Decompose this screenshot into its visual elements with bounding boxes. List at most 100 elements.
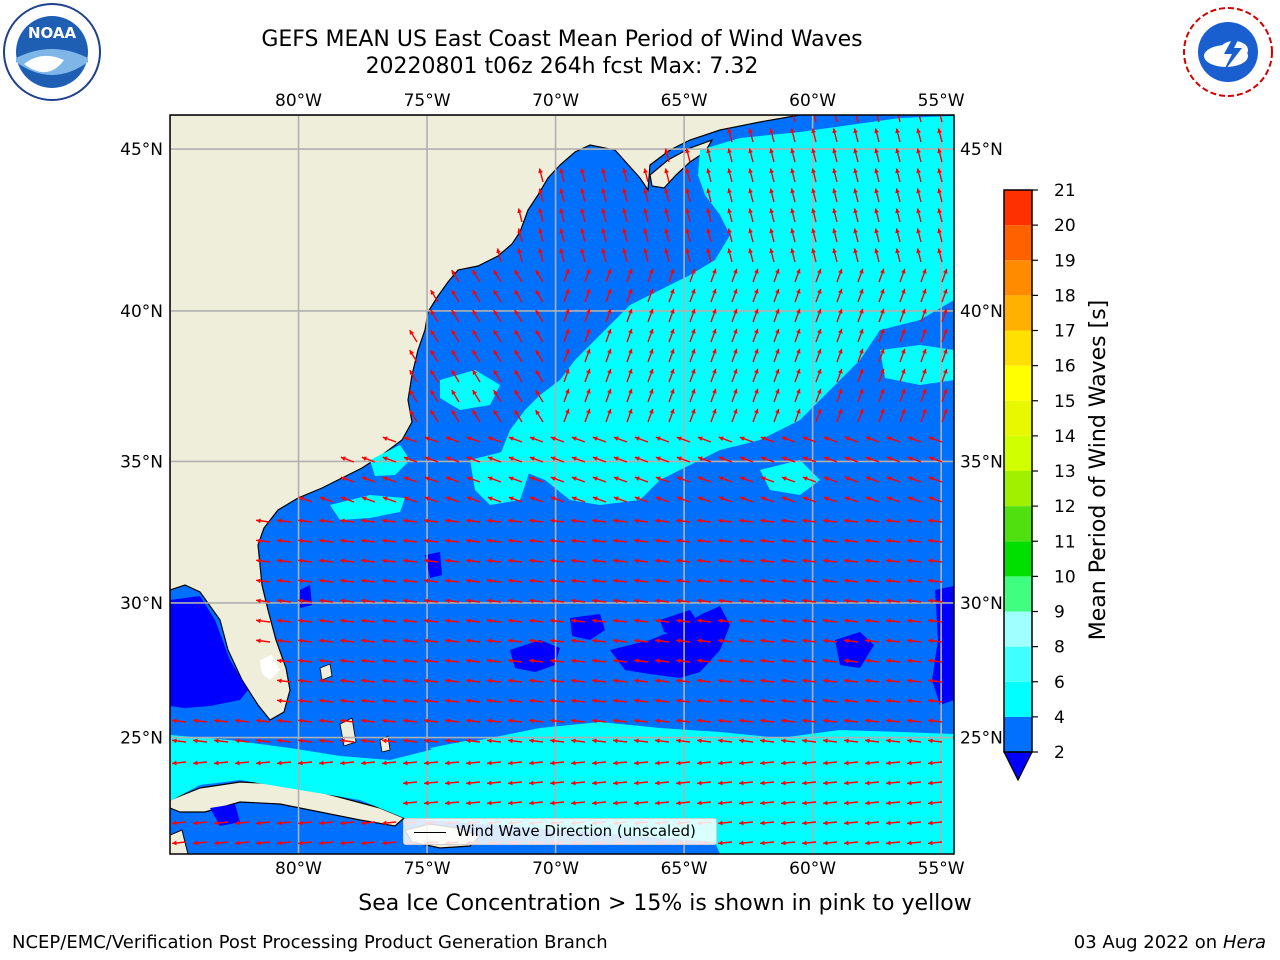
wave-arrow-head xyxy=(670,308,675,314)
wave-arrow-head xyxy=(655,800,660,806)
wave-arrow-head xyxy=(613,760,618,766)
wave-arrow-head xyxy=(340,538,345,544)
lat-label-left: 30°N xyxy=(120,594,163,614)
wave-arrow-head xyxy=(781,698,786,704)
wave-arrow-head xyxy=(802,678,807,684)
wave-arrow-head xyxy=(853,128,858,134)
wave-arrow-head xyxy=(907,738,912,744)
wave-arrow-head xyxy=(874,148,879,154)
wave-arrow-head xyxy=(727,128,732,134)
wave-arrow-head xyxy=(781,738,786,744)
wave-arrow-head xyxy=(844,518,849,524)
wave-arrow-head xyxy=(508,618,513,624)
wave-arrow-head xyxy=(607,368,612,374)
wave-arrow-head xyxy=(466,678,471,684)
wave-arrow-head xyxy=(739,698,744,704)
wave-arrow-head xyxy=(865,476,871,481)
wave-arrow-head xyxy=(865,800,870,806)
wave-arrow-head xyxy=(487,638,492,644)
wave-arrow-head xyxy=(817,348,822,354)
wave-arrow-head xyxy=(676,518,681,524)
wave-arrow-head xyxy=(565,388,570,394)
wave-arrow-head xyxy=(733,328,738,334)
wave-arrow-head xyxy=(676,558,681,564)
wave-arrow-head xyxy=(844,780,849,786)
wave-arrow-head xyxy=(214,840,219,846)
wave-arrow-head xyxy=(643,228,648,234)
wave-arrow-head xyxy=(844,658,849,664)
wave-arrow-head xyxy=(214,760,219,766)
wave-arrow-head xyxy=(451,310,457,316)
wave-arrow-head xyxy=(664,228,669,234)
wave-arrow-head xyxy=(916,248,921,254)
wave-arrow-head xyxy=(760,518,765,524)
wave-arrow-head xyxy=(340,738,345,744)
footer-machine: Hera xyxy=(1222,932,1266,953)
wave-arrow-head xyxy=(823,496,829,501)
colorbar-tick-label: 8 xyxy=(1054,638,1065,658)
wave-arrow-head xyxy=(901,408,906,414)
lon-label-bottom: 80°W xyxy=(275,859,322,879)
wave-arrow-head xyxy=(193,840,198,846)
wave-arrow-head xyxy=(613,538,618,544)
wave-arrow-head xyxy=(592,760,597,766)
wave-arrow-head xyxy=(859,408,864,414)
wave-arrow-head xyxy=(601,188,606,194)
wave-arrow-head xyxy=(697,780,702,786)
wave-arrow-head xyxy=(277,658,282,664)
colorbar-tick-label: 11 xyxy=(1054,532,1076,552)
wave-arrow-head xyxy=(235,840,240,846)
wave-arrow-head xyxy=(550,780,555,786)
wave-arrow-head xyxy=(706,248,711,254)
wave-arrow-head xyxy=(565,308,570,314)
wave-arrow-head xyxy=(697,698,702,704)
wave-arrow-head xyxy=(409,350,415,356)
map-legend: Wind Wave Direction (unscaled) xyxy=(403,818,717,845)
colorbar-tick-label: 9 xyxy=(1054,603,1065,623)
wave-arrow-head xyxy=(706,188,711,194)
wave-arrow-head xyxy=(601,248,606,254)
wave-arrow-head xyxy=(622,168,627,174)
wave-arrow-head xyxy=(748,128,753,134)
wave-arrow-head xyxy=(472,290,478,296)
wave-arrow-head xyxy=(571,618,576,624)
wave-arrow-head xyxy=(565,288,570,294)
wave-arrow-head xyxy=(529,718,534,724)
wave-arrow-head xyxy=(298,598,303,604)
wave-arrow-head xyxy=(319,598,324,604)
wave-arrow-head xyxy=(937,228,942,234)
wave-arrow-head xyxy=(508,780,513,786)
wave-arrow-head xyxy=(907,718,912,724)
wave-arrow-head xyxy=(823,800,828,806)
land-mainland xyxy=(170,115,801,721)
wave-arrow-head xyxy=(823,578,828,584)
wave-arrow-head xyxy=(403,436,409,441)
wave-arrow-head xyxy=(754,308,759,314)
wave-arrow-head xyxy=(649,368,654,374)
wave-arrow-head xyxy=(907,618,912,624)
wave-arrow-head xyxy=(907,698,912,704)
wave-arrow-head xyxy=(853,248,858,254)
wave-arrow-head xyxy=(811,208,816,214)
wave-arrow-head xyxy=(403,618,408,624)
wave-arrow-head xyxy=(424,456,430,461)
wave-arrow-head xyxy=(277,718,282,724)
wave-arrow-head xyxy=(508,718,513,724)
wave-arrow-head xyxy=(886,638,891,644)
wave-arrow-head xyxy=(754,408,759,414)
colorbar-tick-label: 13 xyxy=(1054,462,1076,482)
wave-arrow-head xyxy=(319,558,324,564)
wave-arrow-head xyxy=(298,760,303,766)
wave-arrow-head xyxy=(403,698,408,704)
wave-arrow-head xyxy=(844,456,850,461)
wave-arrow-head xyxy=(811,228,816,234)
wave-arrow-head xyxy=(256,638,261,644)
wave-arrow-head xyxy=(592,518,597,524)
wave-arrow-head xyxy=(592,638,597,644)
legend-label: Wind Wave Direction (unscaled) xyxy=(456,822,696,840)
wave-arrow-head xyxy=(922,268,927,274)
wave-arrow-head xyxy=(832,148,837,154)
wave-arrow-head xyxy=(298,518,303,524)
wave-arrow-head xyxy=(172,718,177,724)
lon-label-bottom: 65°W xyxy=(661,859,708,879)
